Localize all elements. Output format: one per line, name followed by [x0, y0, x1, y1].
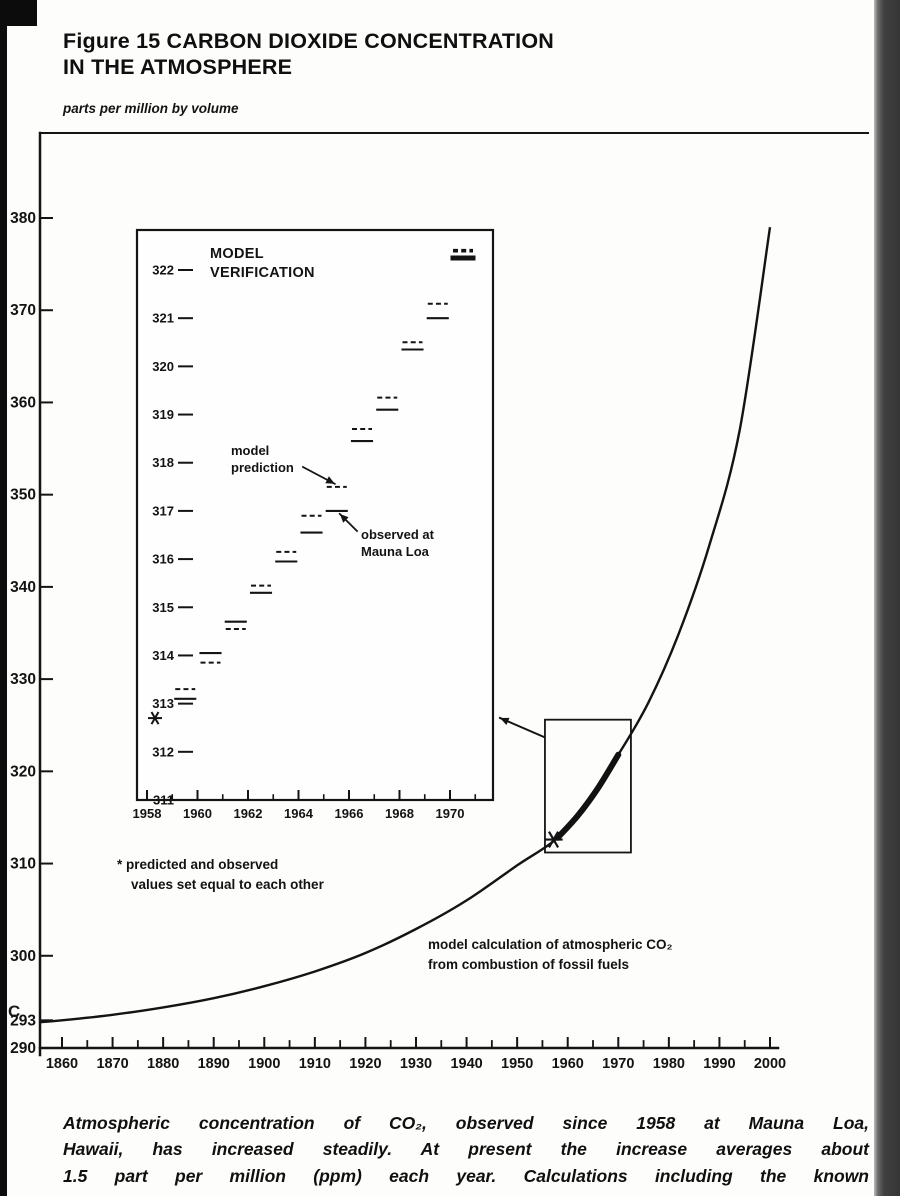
inset-y-tick-label: 318	[152, 455, 174, 470]
inset-y-tick-label: 312	[152, 744, 174, 759]
observed-label-text: Mauna Loa	[361, 544, 430, 559]
observed-thick-segment	[554, 751, 622, 841]
scan-edge-left	[0, 0, 7, 1196]
y-tick-label: 310	[10, 856, 36, 873]
observed-label-text: observed at	[361, 527, 435, 542]
y-tick-label: 300	[10, 948, 36, 965]
inset-x-tick-label: 1970	[436, 806, 465, 821]
caption-line-2: Hawaii, has increased steadily. At prese…	[63, 1139, 869, 1160]
inset-title-line: MODEL	[210, 246, 264, 262]
asterisk-note-line: values set equal to each other	[131, 877, 325, 892]
caption-line-3: 1.5 part per million (ppm) each year. Ca…	[63, 1165, 869, 1186]
scan-edge-right	[874, 0, 900, 1196]
y-tick-label: 350	[10, 487, 36, 504]
y-tick-label: 340	[10, 579, 36, 596]
inset-y-axis: 322 321 320 319 318 317 316 315 314 313 312 311	[152, 263, 193, 808]
inset-x-axis: 1958 1960 1962 1964 1966 1968 1970	[133, 790, 477, 821]
main-x-axis: 1860 1870 1880 1890 1900 1910 1920 1930 1940 1950…	[46, 1037, 786, 1072]
inset-y-tick-label: 319	[152, 407, 174, 422]
y-tick-label: 330	[10, 671, 36, 688]
inset-y-tick-label: 311	[153, 793, 174, 808]
x-tick-label: 1920	[349, 1056, 381, 1072]
inset-x-tick-label: 1958	[133, 806, 162, 821]
inset-x-tick-label: 1962	[234, 806, 263, 821]
figure-title-line1: Figure 15 CARBON DIOXIDE CONCENTRATION	[63, 29, 554, 53]
y-tick-label: 290	[10, 1040, 36, 1057]
scan-stray-mark: C	[8, 1002, 21, 1021]
inset-y-tick-label: 320	[152, 359, 174, 374]
zoom-arrow	[498, 716, 546, 739]
x-tick-label: 1950	[501, 1056, 533, 1072]
scan-corner-mark	[0, 0, 37, 26]
y-tick-label: 380	[10, 210, 36, 227]
asterisk-note-line: * predicted and observed	[117, 857, 278, 872]
verification-segments	[148, 248, 476, 725]
model-prediction-text: prediction	[231, 460, 294, 475]
model-curve-label: model calculation of atmospheric CO₂ from…	[428, 937, 673, 972]
y-tick-label: 293	[10, 1012, 36, 1029]
x-tick-label: 1970	[602, 1056, 634, 1072]
inset-y-tick-label: 322	[152, 263, 174, 278]
asterisk-note: * predicted and observed values set equal…	[117, 857, 325, 892]
inset-y-tick-label: 315	[152, 600, 174, 615]
observed-segment-path	[554, 751, 622, 841]
y-tick-label: 370	[10, 302, 36, 319]
predicted-equals-observed-marker	[544, 831, 563, 849]
model-prediction-text: model	[231, 443, 269, 458]
observed-mauna-loa-label: observed at Mauna Loa	[338, 512, 435, 559]
figure-title: Figure 15 CARBON DIOXIDE CONCENTRATION IN…	[63, 28, 554, 80]
x-tick-label: 1980	[653, 1056, 685, 1072]
model-curve-label-line: model calculation of atmospheric CO₂	[428, 937, 673, 952]
inset-y-tick-label: 314	[152, 648, 174, 663]
x-tick-label: 2000	[754, 1056, 786, 1072]
model-curve-path	[40, 227, 772, 1024]
inset-y-tick-label: 321	[152, 311, 174, 326]
model-curve-label-line: from combustion of fossil fuels	[428, 957, 629, 972]
x-tick-label: 1930	[400, 1056, 432, 1072]
inset-frame	[135, 228, 495, 802]
inset-y-tick-label: 316	[152, 552, 174, 567]
main-y-axis: 380 370 360 350 340 330 320 310 300 293 290	[10, 210, 53, 1057]
caption-line-1: Atmospheric concentration of CO₂, observ…	[63, 1113, 869, 1133]
inset-x-tick-label: 1964	[284, 806, 314, 821]
x-tick-label: 1900	[248, 1056, 280, 1072]
y-tick-label: 360	[10, 394, 36, 411]
inset-model-verification: MODEL VERIFICATION 322 321 320 319 318 317 316 31…	[133, 228, 495, 821]
x-tick-label: 1990	[703, 1056, 735, 1072]
model-curve	[40, 227, 772, 1024]
x-tick-label: 1880	[147, 1056, 179, 1072]
y-tick-label: 320	[10, 763, 36, 780]
y-axis-unit-label: parts per million by volume	[63, 101, 239, 116]
inset-x-tick-label: 1966	[335, 806, 364, 821]
inset-x-tick-label: 1960	[183, 806, 212, 821]
inset-x-tick-label: 1968	[385, 806, 414, 821]
x-tick-label: 1870	[96, 1056, 128, 1072]
figure-caption: Atmospheric concentration of CO₂, observ…	[63, 1110, 869, 1189]
figure-title-line2: IN THE ATMOSPHERE	[63, 55, 293, 80]
inset-y-tick-label: 313	[152, 696, 174, 711]
inset-title-line: VERIFICATION	[210, 265, 315, 281]
zoom-region-rect	[544, 718, 632, 854]
x-tick-label: 1860	[46, 1056, 78, 1072]
x-tick-label: 1910	[299, 1056, 331, 1072]
x-tick-label: 1940	[450, 1056, 482, 1072]
zoom-region-box	[544, 718, 632, 854]
x-tick-label: 1960	[552, 1056, 584, 1072]
model-prediction-label: model prediction	[231, 443, 336, 486]
inset-y-tick-label: 317	[152, 503, 174, 518]
x-tick-label: 1890	[198, 1056, 230, 1072]
